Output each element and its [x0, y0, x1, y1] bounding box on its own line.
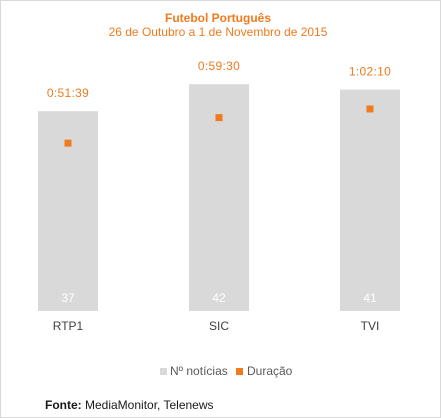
duration-label-sic: 0:59:30	[198, 59, 240, 73]
count-label-tvi: 41	[363, 291, 377, 305]
category-label-tvi: TVI	[361, 319, 380, 333]
duration-point-tvi	[366, 105, 374, 113]
chart-title: Futebol Português	[165, 11, 271, 25]
chart-subtitle: 26 de Outubro a 1 de Novembro de 2015	[109, 25, 328, 39]
count-label-sic: 42	[212, 291, 226, 305]
legend-label-duracao: Duração	[247, 364, 293, 378]
category-label-rtp1: RTP1	[53, 319, 84, 333]
source-text: MediaMonitor, Telenews	[85, 398, 214, 412]
legend: Nº notícias Duração	[160, 364, 293, 378]
category-label-sic: SIC	[209, 319, 229, 333]
duration-point-rtp1	[64, 139, 72, 147]
duration-point-sic	[215, 114, 223, 122]
count-label-rtp1: 37	[61, 291, 75, 305]
plot-area: 37 0:51:39 RTP1 42 0:59:30 SIC 41 1:02:10 TVI	[38, 59, 400, 333]
duration-label-tvi: 1:02:10	[349, 65, 391, 79]
legend-label-noticias: Nº notícias	[170, 364, 228, 378]
source-note: Fonte: MediaMonitor, Telenews	[45, 398, 214, 412]
bar-tvi	[340, 89, 400, 311]
bar-sic	[189, 84, 249, 311]
legend-swatch-noticias	[160, 368, 167, 375]
duration-label-rtp1: 0:51:39	[47, 86, 89, 100]
source-label: Fonte:	[45, 398, 82, 412]
legend-swatch-duracao	[236, 368, 243, 375]
